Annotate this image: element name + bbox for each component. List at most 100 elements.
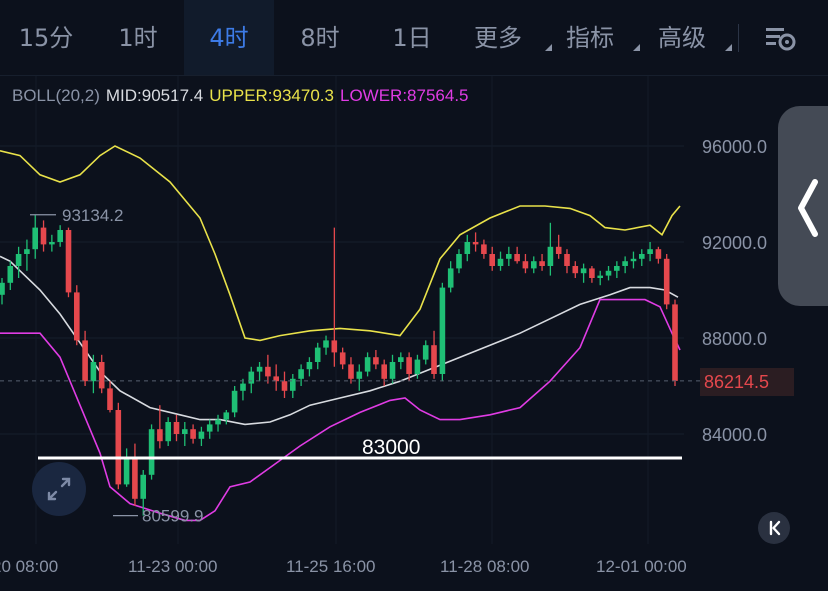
chevron-left-icon[interactable] (797, 178, 819, 238)
collapse-icon[interactable] (758, 512, 790, 544)
candle-body (481, 244, 487, 254)
candle-body (414, 359, 421, 374)
candle-body (398, 357, 404, 362)
candle-body (0, 282, 5, 295)
candle-body (240, 383, 246, 391)
y-tick-label: 88000.0 (702, 329, 767, 349)
candle-body (614, 266, 620, 271)
candle-body (140, 474, 146, 499)
tab-8h[interactable]: 8时 (274, 0, 366, 76)
candle-body (82, 340, 88, 382)
tab-15min[interactable]: 15分 (0, 0, 92, 76)
tab-1d[interactable]: 1日 (366, 0, 458, 76)
candle-body (231, 390, 238, 413)
candle-body (32, 227, 38, 250)
candle-body (522, 261, 529, 269)
tab-indicators[interactable]: 指标 (556, 0, 642, 76)
candle-body (132, 458, 138, 499)
candle-body (605, 270, 612, 276)
x-tick-label: 11-28 08:00 (440, 557, 529, 576)
candle-body (173, 422, 180, 434)
candle-body (348, 364, 354, 379)
candle-body (406, 357, 412, 374)
candle-body (198, 431, 205, 439)
candle-body (331, 340, 338, 353)
candle-body (98, 362, 105, 389)
candle-body (580, 268, 587, 274)
candle-body (148, 429, 155, 475)
candle-body (597, 275, 603, 278)
bollinger-bands (0, 145, 681, 522)
current-price-label: 86214.5 (704, 372, 769, 392)
candle-body (74, 292, 80, 341)
x-tick-label: 12-01 00:00 (596, 557, 687, 576)
candle-body (589, 268, 595, 278)
candle-body (57, 230, 63, 242)
candle-body (447, 268, 454, 288)
high-marker-label: 93134.2 (62, 206, 123, 225)
candle-body (572, 266, 579, 274)
x-tick-label: 11-23 00:00 (128, 557, 217, 576)
candle-body (547, 246, 554, 266)
candle-body (265, 366, 271, 377)
tab-advanced[interactable]: 高级 (646, 0, 734, 76)
tab-label: 指标 (566, 24, 614, 52)
boll-name: BOLL(20,2) (12, 86, 100, 105)
low-marker-label: 80599.9 (142, 507, 203, 526)
candle-body (622, 261, 628, 266)
candle-body (497, 258, 504, 266)
tab-label: 更多 (474, 24, 522, 52)
candle-body (273, 376, 279, 382)
boll-lower-line (0, 298, 681, 522)
candle-body (464, 242, 471, 254)
candle-body (190, 429, 196, 439)
x-tick-label: 20 08:00 (0, 557, 58, 576)
candle-body (506, 254, 512, 259)
expand-icon[interactable] (32, 462, 86, 516)
tab-label: 4时 (209, 24, 249, 52)
candle-body (323, 340, 329, 348)
y-tick-label: 96000.0 (702, 137, 767, 157)
candle-body (630, 258, 637, 262)
candle-body (381, 364, 387, 379)
candle-body (456, 254, 462, 269)
candle-body (7, 266, 14, 283)
candle-body (389, 362, 396, 379)
dropdown-caret-icon (725, 44, 732, 51)
dropdown-caret-icon (633, 44, 640, 51)
boll-lower: LOWER:87564.5 (339, 86, 469, 105)
candle-body (290, 378, 296, 391)
candle-body (364, 357, 371, 372)
tab-4h[interactable]: 4时 (184, 0, 274, 76)
candle-body (663, 258, 670, 305)
candle-body (123, 458, 130, 485)
tab-1h[interactable]: 1时 (92, 0, 184, 76)
candle-body (24, 249, 30, 254)
candle-body (15, 254, 22, 266)
candle-body (65, 230, 72, 293)
candle-body (422, 345, 429, 360)
candle-body (281, 381, 288, 391)
candle-body (564, 254, 570, 266)
candle-body (115, 410, 122, 485)
chart-settings-icon[interactable] (762, 22, 798, 54)
candle-body (531, 261, 537, 269)
candle-body (489, 254, 495, 266)
boll-upper: UPPER:93470.3 (209, 86, 334, 105)
boll-mid-line (0, 255, 679, 426)
candle-body (157, 429, 163, 442)
candle-body (655, 249, 662, 259)
candle-body (431, 345, 437, 374)
chart-axes: 96000.0 92000.0 88000.0 84000.0 20 08:00 11-2… (0, 137, 767, 576)
candle-body (472, 242, 479, 245)
candle-body (215, 419, 221, 425)
candle-body (439, 287, 446, 374)
y-tick-label: 92000.0 (702, 233, 767, 253)
candle-body (182, 429, 188, 434)
candle-body (49, 242, 55, 245)
tab-more[interactable]: 更多 (462, 0, 554, 76)
candle-body (223, 412, 230, 420)
tab-label: 1日 (392, 24, 432, 52)
candle-body (206, 424, 213, 432)
